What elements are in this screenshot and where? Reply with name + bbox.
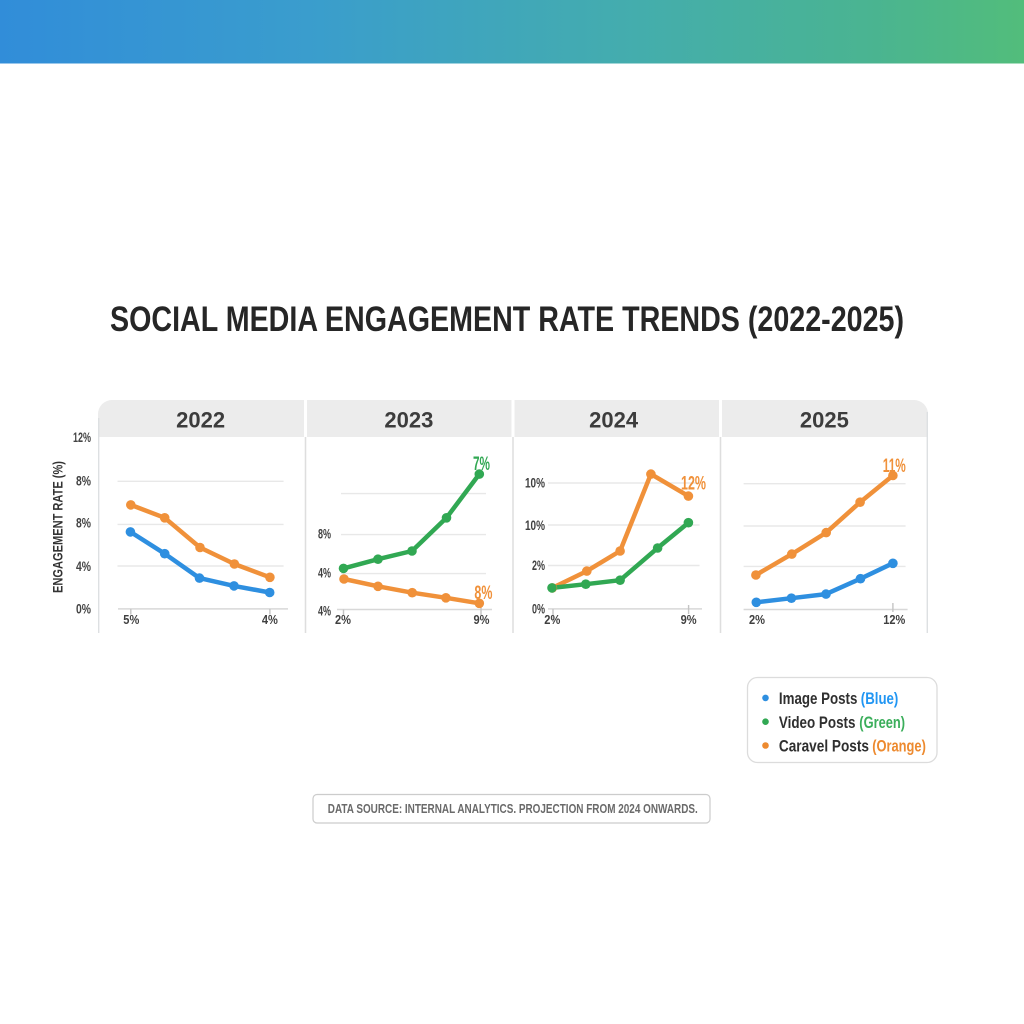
svg-text:9%: 9%: [681, 612, 697, 627]
svg-text:8%: 8%: [76, 515, 91, 531]
svg-text:2%: 2%: [749, 612, 765, 627]
svg-text:2023: 2023: [384, 408, 433, 433]
svg-text:4%: 4%: [318, 603, 331, 619]
svg-text:5%: 5%: [123, 612, 139, 627]
svg-text:2%: 2%: [544, 612, 560, 627]
svg-text:2%: 2%: [335, 612, 351, 627]
svg-text:Image Posts: Image Posts: [779, 689, 858, 708]
svg-text:12%: 12%: [73, 429, 91, 445]
svg-text:2%: 2%: [532, 557, 545, 573]
svg-text:DATA SOURCE: INTERNAL ANALYTIC: DATA SOURCE: INTERNAL ANALYTICS. PROJECT…: [328, 801, 698, 816]
svg-text:11%: 11%: [883, 456, 906, 477]
svg-text:12%: 12%: [681, 474, 706, 495]
svg-text:2022: 2022: [176, 408, 225, 433]
svg-text:10%: 10%: [525, 475, 545, 491]
svg-text:0%: 0%: [76, 601, 91, 617]
svg-text:7%: 7%: [473, 454, 490, 475]
svg-text:4%: 4%: [76, 558, 91, 574]
svg-text:8%: 8%: [474, 583, 492, 604]
svg-text:Video Posts: Video Posts: [779, 713, 856, 732]
svg-text:SOCIAL MEDIA ENGAGEMENT RATE T: SOCIAL MEDIA ENGAGEMENT RATE TRENDS (202…: [110, 300, 904, 339]
svg-text:ENGAGEMENT RATE (%): ENGAGEMENT RATE (%): [50, 461, 66, 593]
svg-text:8%: 8%: [76, 473, 91, 489]
svg-text:4%: 4%: [262, 612, 278, 627]
svg-text:(Blue): (Blue): [861, 689, 899, 708]
svg-text:Caravel Posts: Caravel Posts: [779, 737, 869, 756]
svg-text:2025: 2025: [800, 408, 849, 433]
svg-text:10%: 10%: [525, 517, 545, 533]
svg-text:2024: 2024: [589, 408, 639, 433]
svg-text:12%: 12%: [883, 612, 905, 627]
svg-text:8%: 8%: [318, 526, 331, 542]
svg-text:9%: 9%: [474, 612, 490, 627]
svg-text:(Orange): (Orange): [872, 737, 926, 756]
svg-text:4%: 4%: [318, 565, 331, 581]
svg-text:(Green): (Green): [859, 713, 905, 732]
svg-text:0%: 0%: [532, 601, 545, 617]
